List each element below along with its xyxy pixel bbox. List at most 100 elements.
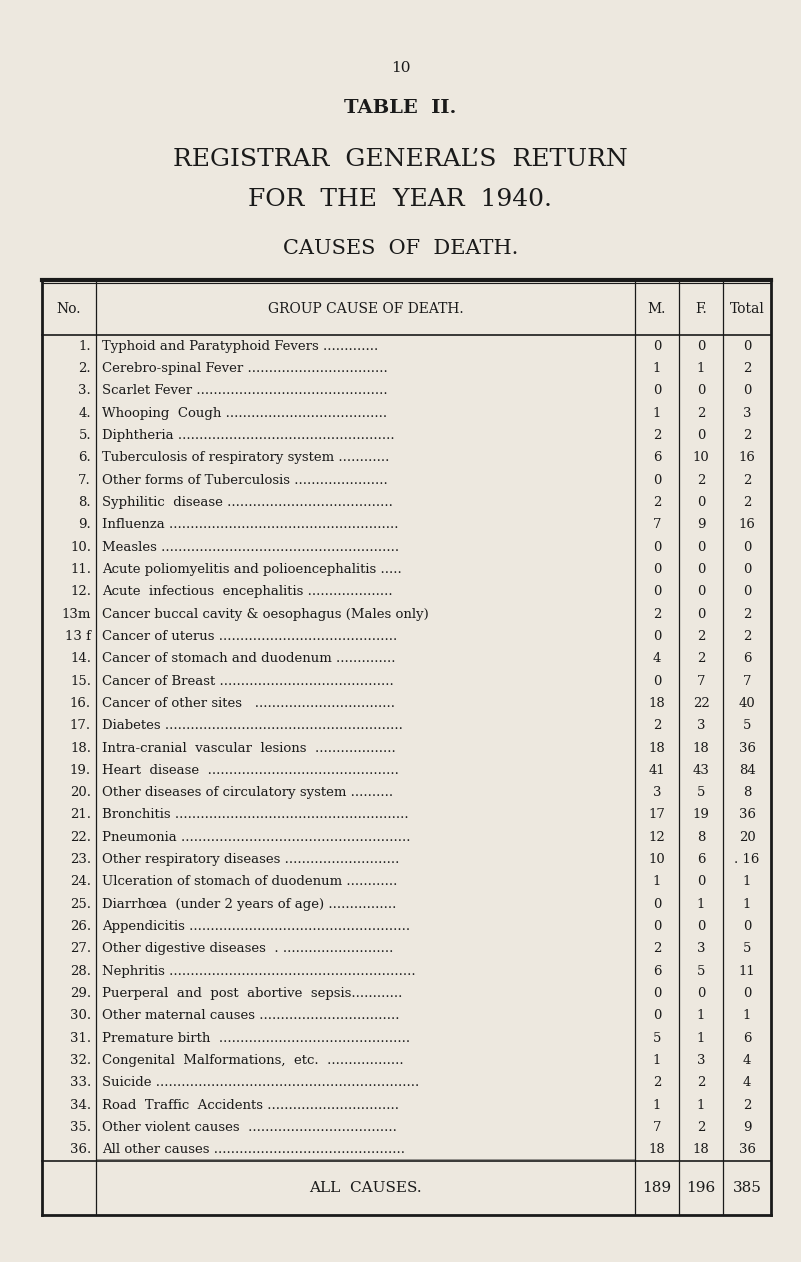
Text: Puerperal  and  post  abortive  sepsis............: Puerperal and post abortive sepsis......… xyxy=(102,987,402,1000)
Text: 0: 0 xyxy=(743,563,751,575)
Text: 0: 0 xyxy=(743,586,751,598)
Text: Other diseases of circulatory system ..........: Other diseases of circulatory system ...… xyxy=(102,786,393,799)
Text: 27.: 27. xyxy=(70,943,91,955)
Text: 6: 6 xyxy=(743,652,751,665)
Text: GROUP CAUSE OF DEATH.: GROUP CAUSE OF DEATH. xyxy=(268,302,463,316)
Text: 8: 8 xyxy=(697,830,705,844)
Text: 6: 6 xyxy=(653,452,662,464)
Text: 5: 5 xyxy=(697,964,705,978)
Text: Cancer buccal cavity & oesophagus (Males only): Cancer buccal cavity & oesophagus (Males… xyxy=(102,607,429,621)
Text: 0: 0 xyxy=(697,496,705,509)
Text: 0: 0 xyxy=(697,920,705,933)
Text: 1: 1 xyxy=(697,1010,705,1022)
Text: Road  Traffic  Accidents ...............................: Road Traffic Accidents .................… xyxy=(102,1099,399,1112)
Text: 1: 1 xyxy=(653,876,661,888)
Text: 1: 1 xyxy=(653,1054,661,1068)
Text: Acute  infectious  encephalitis ....................: Acute infectious encephalitis ..........… xyxy=(102,586,392,598)
Text: Other forms of Tuberculosis ......................: Other forms of Tuberculosis ............… xyxy=(102,473,388,487)
Text: 2: 2 xyxy=(697,1076,705,1089)
Text: Cancer of uterus ..........................................: Cancer of uterus .......................… xyxy=(102,630,397,642)
Text: 0: 0 xyxy=(697,429,705,442)
Text: 2: 2 xyxy=(743,630,751,642)
Text: 10.: 10. xyxy=(70,540,91,554)
Text: 2: 2 xyxy=(653,496,661,509)
Text: Other respiratory diseases ...........................: Other respiratory diseases .............… xyxy=(102,853,400,866)
Text: Syphilitic  disease .......................................: Syphilitic disease .....................… xyxy=(102,496,392,509)
Text: 1: 1 xyxy=(697,1032,705,1045)
Text: Pneumonia ......................................................: Pneumonia ..............................… xyxy=(102,830,410,844)
Text: 1: 1 xyxy=(743,1010,751,1022)
Text: 3: 3 xyxy=(653,786,662,799)
Text: 1: 1 xyxy=(653,362,661,375)
Text: Cancer of Breast .........................................: Cancer of Breast .......................… xyxy=(102,674,394,688)
Text: Heart  disease  .............................................: Heart disease ..........................… xyxy=(102,764,399,777)
Text: 6.: 6. xyxy=(78,452,91,464)
Text: 3: 3 xyxy=(697,1054,705,1068)
Text: Intra-cranial  vascular  lesions  ...................: Intra-cranial vascular lesions .........… xyxy=(102,742,396,755)
Text: 6: 6 xyxy=(653,964,662,978)
Text: 2: 2 xyxy=(653,607,661,621)
Text: 2: 2 xyxy=(743,362,751,375)
Text: 0: 0 xyxy=(653,987,661,1000)
Text: TABLE  II.: TABLE II. xyxy=(344,98,457,117)
Text: 22.: 22. xyxy=(70,830,91,844)
Text: 1: 1 xyxy=(743,876,751,888)
Text: 0: 0 xyxy=(653,674,661,688)
Text: 36: 36 xyxy=(739,809,755,822)
Text: 385: 385 xyxy=(733,1181,762,1195)
Text: 28.: 28. xyxy=(70,964,91,978)
Text: Diabetes ........................................................: Diabetes ...............................… xyxy=(102,719,403,732)
Text: 0: 0 xyxy=(743,987,751,1000)
Text: 0: 0 xyxy=(653,339,661,352)
Text: 0: 0 xyxy=(653,586,661,598)
Text: Cerebro-spinal Fever .................................: Cerebro-spinal Fever ...................… xyxy=(102,362,388,375)
Text: 3: 3 xyxy=(697,719,705,732)
Text: 196: 196 xyxy=(686,1181,715,1195)
Text: 0: 0 xyxy=(697,607,705,621)
Text: 0: 0 xyxy=(653,473,661,487)
Text: 31.: 31. xyxy=(70,1032,91,1045)
Text: 0: 0 xyxy=(743,385,751,398)
Text: 17.: 17. xyxy=(70,719,91,732)
Text: REGISTRAR  GENERAL’S  RETURN: REGISTRAR GENERAL’S RETURN xyxy=(173,149,628,172)
Text: 189: 189 xyxy=(642,1181,671,1195)
Text: 0: 0 xyxy=(653,897,661,911)
Text: 2: 2 xyxy=(653,1076,661,1089)
Text: 0: 0 xyxy=(653,385,661,398)
Text: 0: 0 xyxy=(697,876,705,888)
Text: 9: 9 xyxy=(697,519,705,531)
Text: Ulceration of stomach of duodenum ............: Ulceration of stomach of duodenum ......… xyxy=(102,876,397,888)
Text: 22: 22 xyxy=(693,697,710,709)
Text: 40: 40 xyxy=(739,697,755,709)
Text: 1: 1 xyxy=(697,1099,705,1112)
Text: 1: 1 xyxy=(653,1099,661,1112)
Text: 6: 6 xyxy=(697,853,705,866)
Text: Diphtheria ...................................................: Diphtheria .............................… xyxy=(102,429,395,442)
Text: 7: 7 xyxy=(653,1121,662,1135)
Text: 0: 0 xyxy=(697,385,705,398)
Text: 10: 10 xyxy=(693,452,710,464)
Text: 0: 0 xyxy=(653,630,661,642)
Text: Congenital  Malformations,  etc.  ..................: Congenital Malformations, etc. .........… xyxy=(102,1054,404,1068)
Text: 2: 2 xyxy=(653,429,661,442)
Text: 14.: 14. xyxy=(70,652,91,665)
Text: ALL  CAUSES.: ALL CAUSES. xyxy=(309,1181,422,1195)
Text: Diarrhœa  (under 2 years of age) ................: Diarrhœa (under 2 years of age) ........… xyxy=(102,897,396,911)
Text: 7: 7 xyxy=(653,519,662,531)
Text: 11.: 11. xyxy=(70,563,91,575)
Text: 16.: 16. xyxy=(70,697,91,709)
Text: 5: 5 xyxy=(743,943,751,955)
Text: 2: 2 xyxy=(697,652,705,665)
Text: 19.: 19. xyxy=(70,764,91,777)
Text: 4: 4 xyxy=(653,652,661,665)
Text: 0: 0 xyxy=(743,540,751,554)
Text: 20.: 20. xyxy=(70,786,91,799)
Text: 0: 0 xyxy=(653,563,661,575)
Text: 0: 0 xyxy=(697,563,705,575)
Text: 0: 0 xyxy=(697,987,705,1000)
Text: . 16: . 16 xyxy=(735,853,759,866)
Text: Bronchitis .......................................................: Bronchitis .............................… xyxy=(102,809,409,822)
Text: 25.: 25. xyxy=(70,897,91,911)
Text: 15.: 15. xyxy=(70,674,91,688)
Text: 2: 2 xyxy=(697,406,705,420)
